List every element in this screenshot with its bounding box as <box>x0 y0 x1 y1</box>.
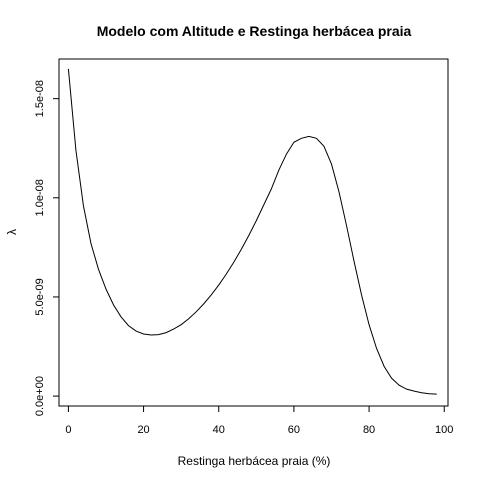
x-tick-label: 20 <box>137 424 149 436</box>
y-axis-title: λ <box>5 229 19 235</box>
x-axis-title: Restinga herbácea praia (%) <box>178 454 331 468</box>
chart-title: Modelo com Altitude e Restinga herbácea … <box>97 23 412 39</box>
y-axis: 0.0e+00 5.0e-09 1.0e-08 1.5e-08 <box>34 80 59 416</box>
y-tick-label: 1.0e-08 <box>34 179 46 216</box>
y-tick-label: 1.5e-08 <box>34 80 46 117</box>
x-tick-label: 60 <box>288 424 300 436</box>
x-axis: 0 20 40 60 80 100 <box>65 406 453 436</box>
x-tick-label: 40 <box>213 424 225 436</box>
y-tick-label: 0.0e+00 <box>34 376 46 416</box>
plot-frame <box>58 58 449 407</box>
x-tick-label: 80 <box>363 424 375 436</box>
y-tick-label: 5.0e-09 <box>34 278 46 315</box>
series-line <box>67 68 437 395</box>
x-tick-label: 100 <box>435 424 453 436</box>
x-tick-label: 0 <box>65 424 71 436</box>
